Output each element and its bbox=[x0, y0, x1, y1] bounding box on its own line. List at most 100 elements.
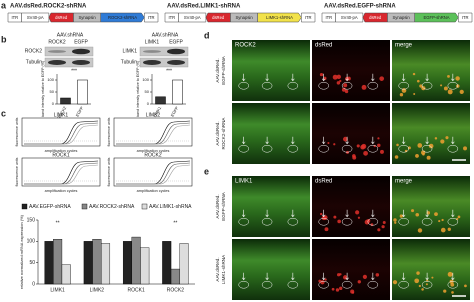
x-axis-label: amplification cycles bbox=[45, 149, 78, 153]
arrow bbox=[451, 272, 455, 281]
cell bbox=[341, 87, 346, 92]
blot-band bbox=[167, 60, 185, 65]
arrow bbox=[425, 73, 429, 82]
cell bbox=[380, 149, 384, 154]
arrow bbox=[425, 136, 429, 145]
cell bbox=[457, 215, 461, 219]
bar bbox=[100, 243, 111, 285]
x-tick-label: ROCK1 bbox=[128, 287, 145, 293]
cell-outline bbox=[318, 281, 329, 289]
cell-outline bbox=[238, 145, 249, 153]
arrow bbox=[291, 136, 295, 145]
x-axis-label: amplification cycles bbox=[137, 149, 170, 153]
cell bbox=[445, 136, 449, 140]
construct-element bbox=[178, 12, 207, 23]
bar bbox=[140, 247, 150, 285]
cell bbox=[393, 218, 397, 222]
column-label: LIMK1 bbox=[235, 179, 253, 185]
cell bbox=[377, 228, 381, 232]
cell-outline bbox=[287, 145, 299, 153]
cell bbox=[333, 143, 336, 146]
plot-title: ROCK2 bbox=[144, 152, 161, 158]
blot-header: AAV.shRNA bbox=[57, 32, 84, 38]
micrograph bbox=[232, 176, 310, 237]
arrow bbox=[371, 272, 375, 281]
arrow bbox=[371, 136, 375, 145]
blot-band bbox=[167, 48, 185, 55]
blot-band bbox=[143, 60, 161, 65]
y-axis-label: fluorescence units bbox=[107, 157, 111, 186]
blot-band bbox=[48, 60, 66, 65]
cell-outline bbox=[341, 145, 353, 153]
cell bbox=[443, 86, 448, 91]
arrow bbox=[451, 136, 455, 145]
cell-outline bbox=[287, 82, 299, 90]
element-label: ITR bbox=[11, 15, 18, 20]
element-label: SV40-pA bbox=[27, 15, 44, 20]
bar bbox=[83, 241, 93, 285]
arrow bbox=[241, 209, 246, 218]
cell bbox=[428, 143, 434, 149]
construct-element bbox=[257, 12, 302, 23]
construct-element bbox=[21, 12, 50, 23]
cell bbox=[335, 288, 340, 292]
micrograph bbox=[312, 176, 390, 237]
cell bbox=[417, 143, 423, 148]
cell bbox=[440, 139, 445, 144]
arrow bbox=[291, 272, 295, 281]
arrow bbox=[371, 209, 375, 218]
y-tick-label: 100 bbox=[27, 239, 36, 245]
construct-element bbox=[301, 12, 316, 23]
panel-label: d bbox=[204, 30, 210, 40]
cell bbox=[459, 89, 464, 95]
arrow bbox=[265, 73, 269, 82]
cell bbox=[456, 217, 459, 221]
row-label: EGFP-shRNA bbox=[221, 55, 226, 85]
arrow bbox=[345, 136, 349, 145]
cell bbox=[375, 273, 380, 277]
x-tick-label: LIMK1 bbox=[152, 105, 162, 118]
x-tick-label: ROCK2 bbox=[56, 105, 68, 120]
arrow bbox=[345, 209, 349, 218]
cell bbox=[377, 143, 381, 148]
row-label: Tubulin bbox=[26, 59, 42, 65]
cell bbox=[399, 214, 404, 218]
cell bbox=[447, 89, 453, 95]
bar bbox=[44, 241, 54, 285]
y-tick-label: 0 bbox=[52, 101, 55, 106]
construct-element bbox=[335, 12, 364, 23]
blot-band bbox=[143, 50, 161, 53]
row-label: AAV.dsRed. bbox=[215, 121, 220, 145]
cell-outline bbox=[238, 281, 249, 289]
cell bbox=[361, 84, 367, 90]
cell bbox=[416, 271, 420, 275]
cell-outline bbox=[318, 145, 329, 153]
cell-outline bbox=[261, 82, 273, 90]
legend-label: AAV.LIMK1-shRNA bbox=[149, 204, 192, 210]
x-tick-label: ROCK2 bbox=[167, 287, 184, 293]
element-label: ITR bbox=[168, 15, 175, 20]
cell bbox=[443, 289, 447, 293]
x-axis-label: amplification cycles bbox=[137, 189, 170, 193]
cell bbox=[362, 274, 367, 279]
cell-outline bbox=[367, 145, 379, 153]
cell-outline bbox=[341, 82, 353, 90]
cell bbox=[318, 279, 322, 283]
micrograph bbox=[392, 103, 470, 164]
micrograph bbox=[232, 103, 310, 164]
bar bbox=[131, 236, 141, 285]
cell-outline bbox=[341, 218, 353, 226]
cell bbox=[416, 79, 420, 83]
element-label: LIMK1-shRNA bbox=[266, 15, 293, 20]
cell bbox=[438, 220, 441, 223]
construct-element bbox=[414, 12, 459, 23]
legend-label: AAV.EGFP-shRNA bbox=[29, 204, 71, 210]
cell-outline bbox=[398, 145, 409, 153]
plot-frame bbox=[21, 157, 101, 187]
cell-outline bbox=[287, 218, 299, 226]
cell bbox=[344, 89, 349, 94]
arrow bbox=[401, 73, 406, 82]
column-label: dsRed bbox=[315, 43, 332, 49]
row-label: AAV.dsRed. bbox=[215, 194, 220, 218]
